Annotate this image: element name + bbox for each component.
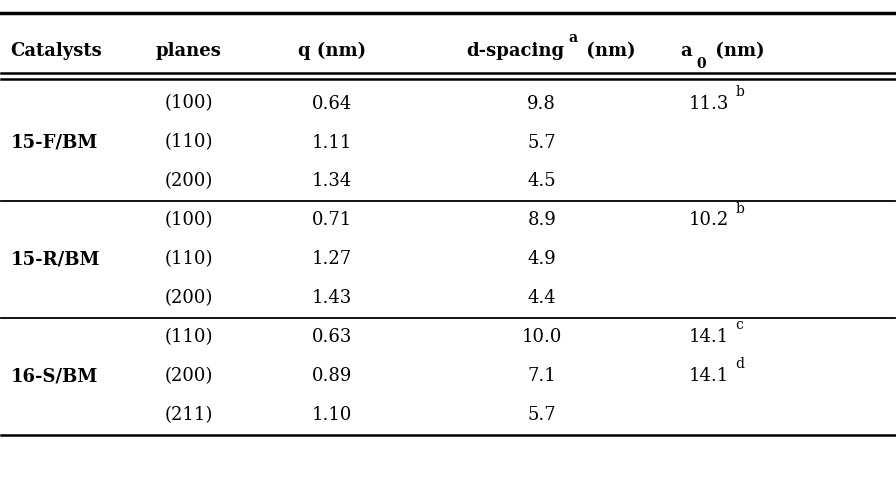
- Text: 15-F/BM: 15-F/BM: [11, 133, 98, 152]
- Text: 10.0: 10.0: [521, 328, 562, 347]
- Text: d: d: [736, 358, 745, 371]
- Text: 0.64: 0.64: [312, 95, 352, 112]
- Text: q (nm): q (nm): [297, 42, 366, 60]
- Text: b: b: [736, 202, 745, 216]
- Text: (110): (110): [165, 133, 213, 152]
- Text: 0.63: 0.63: [312, 328, 352, 347]
- Text: 11.3: 11.3: [689, 95, 729, 112]
- Text: 4.5: 4.5: [528, 173, 556, 191]
- Text: 4.4: 4.4: [528, 289, 556, 307]
- Text: Catalysts: Catalysts: [11, 42, 102, 60]
- Text: 7.1: 7.1: [528, 367, 556, 385]
- Text: 1.34: 1.34: [312, 173, 352, 191]
- Text: 5.7: 5.7: [528, 406, 556, 424]
- Text: (211): (211): [165, 406, 213, 424]
- Text: 8.9: 8.9: [528, 211, 556, 229]
- Text: c: c: [736, 318, 744, 333]
- Text: 1.43: 1.43: [312, 289, 352, 307]
- Text: (200): (200): [165, 367, 213, 385]
- Text: (200): (200): [165, 173, 213, 191]
- Text: (100): (100): [165, 211, 213, 229]
- Text: (nm): (nm): [709, 42, 764, 60]
- Text: planes: planes: [156, 42, 222, 60]
- Text: (110): (110): [165, 250, 213, 269]
- Text: (100): (100): [165, 95, 213, 112]
- Text: a: a: [569, 31, 578, 45]
- Text: d-spacing: d-spacing: [466, 42, 564, 60]
- Text: (200): (200): [165, 289, 213, 307]
- Text: 14.1: 14.1: [689, 367, 729, 385]
- Text: 16-S/BM: 16-S/BM: [11, 367, 98, 385]
- Text: 0.71: 0.71: [312, 211, 352, 229]
- Text: 10.2: 10.2: [689, 211, 729, 229]
- Text: 15-R/BM: 15-R/BM: [11, 250, 99, 269]
- Text: 0.89: 0.89: [312, 367, 352, 385]
- Text: 1.27: 1.27: [312, 250, 352, 269]
- Text: 14.1: 14.1: [689, 328, 729, 347]
- Text: (nm): (nm): [581, 42, 636, 60]
- Text: 5.7: 5.7: [528, 133, 556, 152]
- Text: 0: 0: [696, 57, 706, 71]
- Text: 4.9: 4.9: [528, 250, 556, 269]
- Text: a: a: [680, 42, 692, 60]
- Text: (110): (110): [165, 328, 213, 347]
- Text: 9.8: 9.8: [528, 95, 556, 112]
- Text: 1.10: 1.10: [312, 406, 352, 424]
- Text: 1.11: 1.11: [312, 133, 352, 152]
- Text: b: b: [736, 85, 745, 98]
